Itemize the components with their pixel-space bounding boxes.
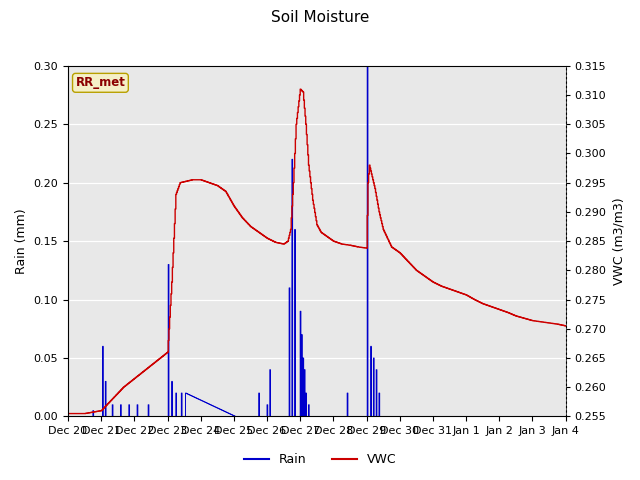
Y-axis label: Rain (mm): Rain (mm) [15,208,28,274]
Y-axis label: VWC (m3/m3): VWC (m3/m3) [612,197,625,285]
Text: RR_met: RR_met [76,76,125,89]
Text: Soil Moisture: Soil Moisture [271,10,369,24]
Legend: Rain, VWC: Rain, VWC [239,448,401,471]
